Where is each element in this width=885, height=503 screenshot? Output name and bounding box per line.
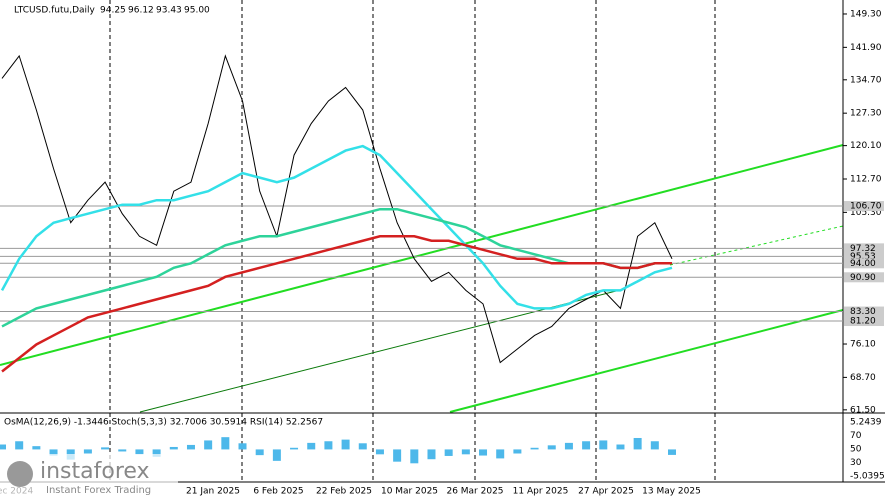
osma-bar	[152, 449, 161, 457]
level-label: 97.32	[850, 244, 876, 254]
osma-bar	[410, 449, 419, 464]
osma-bar	[599, 440, 608, 450]
osma-bar	[221, 437, 230, 450]
ohlc-high: 96.12	[128, 6, 154, 16]
x-tick-label: 22 Feb 2025	[316, 487, 372, 497]
osma-bar	[272, 449, 281, 461]
osma-bar	[393, 449, 402, 462]
level-box	[844, 258, 884, 269]
x-tick-label: 21 Jan 2025	[186, 487, 240, 497]
level-label: 106.70	[850, 202, 882, 212]
x-tick-label: 6 Feb 2025	[253, 487, 303, 497]
level-label: 95.53	[850, 252, 876, 262]
y-tick-label: 127.30	[850, 109, 882, 119]
osma-bar	[633, 437, 642, 450]
osma-bar	[118, 449, 127, 452]
indicator-label: OsMA(12,26,9) -1.3446 Stoch(5,3,3) 32.70…	[4, 418, 323, 428]
x-tick-label: 27 Apr 2025	[578, 487, 634, 497]
indicator-tick-label: 70	[850, 431, 862, 441]
y-tick-label: 149.30	[850, 9, 882, 19]
y-tick-label: 105.30	[850, 208, 882, 218]
level-box	[844, 272, 884, 283]
ohlc-low: 93.43	[156, 6, 182, 16]
osma-bar	[496, 449, 505, 459]
watermark-tagline: Instant Forex Trading	[46, 485, 151, 496]
indicator-tick-label: 5.2439	[850, 418, 882, 428]
osma-bar	[290, 447, 299, 450]
osma-bar	[444, 449, 453, 456]
osma-bar	[479, 449, 488, 456]
osma-bar	[15, 441, 24, 450]
y-tick-label: 134.70	[850, 75, 882, 85]
osma-bar	[32, 446, 41, 450]
x-tick-label: 10 Mar 2025	[381, 487, 438, 497]
y-tick-label: 112.70	[850, 174, 882, 184]
x-tick-label: 26 Mar 2025	[446, 487, 503, 497]
osma-bar	[49, 449, 58, 456]
osma-bar	[564, 442, 573, 450]
y-tick-label: 61.50	[850, 405, 876, 415]
level-label: 83.30	[850, 307, 876, 317]
ohlc-open: 94.25	[100, 6, 126, 16]
x-tick-label: 13 May 2025	[642, 487, 701, 497]
osma-bar	[255, 449, 264, 456]
indicator-tick-label: 50	[850, 445, 862, 455]
indicator-tick-label: -5.0395	[850, 472, 885, 482]
osma-bar	[83, 449, 92, 454]
watermark: instaforex Instant Forex Trading	[0, 454, 178, 499]
y-tick-label: 76.10	[850, 340, 876, 350]
series-line	[1, 54, 673, 364]
level-box	[844, 243, 884, 254]
trend-channel	[0, 144, 844, 413]
y-tick-label: 68.70	[850, 373, 876, 383]
osma-bar	[582, 441, 591, 450]
osma-bar	[358, 443, 367, 450]
series-line	[0, 144, 673, 310]
osma-bar	[186, 444, 195, 450]
osma-bar	[238, 443, 247, 450]
series-line	[1, 207, 672, 328]
watermark-brand: instaforex	[40, 459, 150, 484]
osma-bar	[204, 440, 213, 450]
chart-title: LTCUSD.futu,Daily	[14, 6, 96, 16]
ohlc-close: 95.00	[184, 6, 210, 16]
series-line	[1, 235, 672, 373]
osma-bar	[0, 444, 6, 450]
level-box	[844, 251, 884, 262]
osma-bar	[135, 449, 144, 455]
osma-bar	[530, 447, 539, 450]
osma-bar	[616, 444, 625, 450]
level-box	[844, 316, 884, 327]
y-tick-label: 120.10	[850, 141, 882, 151]
osma-bar	[341, 439, 350, 450]
osma-bar	[513, 449, 522, 454]
osma-bar	[650, 441, 659, 450]
osma-bar	[547, 445, 556, 450]
level-box	[844, 201, 884, 212]
level-label: 90.90	[850, 273, 876, 283]
osma-bar	[461, 449, 470, 455]
osma-bar	[375, 449, 384, 455]
osma-bar	[307, 442, 316, 450]
osma-bar	[668, 449, 676, 455]
level-label: 94.00	[850, 259, 876, 269]
osma-bar	[427, 449, 436, 460]
y-tick-label: 141.90	[850, 43, 882, 53]
indicator-tick-label: 30	[850, 458, 862, 468]
level-label: 81.20	[850, 317, 876, 327]
level-box	[844, 306, 884, 317]
osma-bar	[101, 447, 110, 450]
osma-bar	[169, 446, 178, 450]
osma-bar	[324, 441, 333, 450]
x-tick-label: 11 Apr 2025	[513, 487, 569, 497]
